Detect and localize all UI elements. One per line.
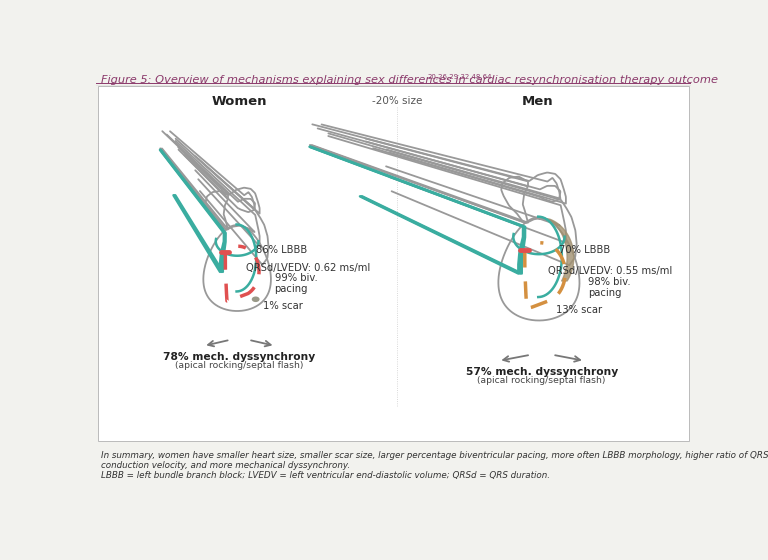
Text: Figure 5: Overview of mechanisms explaining sex differences in cardiac resynchro: Figure 5: Overview of mechanisms explain…	[101, 75, 717, 85]
Text: 98% biv.
pacing: 98% biv. pacing	[588, 277, 631, 298]
Text: 1% scar: 1% scar	[263, 301, 303, 311]
Text: 86% LBBB: 86% LBBB	[257, 245, 308, 255]
Text: 57% mech. dyssynchrony: 57% mech. dyssynchrony	[465, 367, 617, 377]
Text: In summary, women have smaller heart size, smaller scar size, larger percentage : In summary, women have smaller heart siz…	[101, 451, 768, 480]
Ellipse shape	[252, 296, 260, 302]
Text: 20,26,29,32,48,64: 20,26,29,32,48,64	[427, 74, 492, 80]
Text: Men: Men	[522, 95, 554, 108]
Text: QRSd/LVEDV: 0.62 ms/ml: QRSd/LVEDV: 0.62 ms/ml	[246, 263, 370, 273]
Text: -20% size: -20% size	[372, 96, 422, 106]
Text: 70% LBBB: 70% LBBB	[558, 245, 610, 255]
Text: 78% mech. dyssynchrony: 78% mech. dyssynchrony	[164, 352, 316, 362]
Text: (apical rocking/septal flash): (apical rocking/septal flash)	[175, 361, 303, 371]
Text: 99% biv.
pacing: 99% biv. pacing	[274, 273, 317, 295]
Text: 13% scar: 13% scar	[555, 305, 601, 315]
Text: QRSd/LVEDV: 0.55 ms/ml: QRSd/LVEDV: 0.55 ms/ml	[548, 266, 672, 276]
FancyBboxPatch shape	[98, 86, 689, 441]
Text: Women: Women	[212, 95, 267, 108]
Text: (apical rocking/septal flash): (apical rocking/septal flash)	[478, 376, 606, 385]
